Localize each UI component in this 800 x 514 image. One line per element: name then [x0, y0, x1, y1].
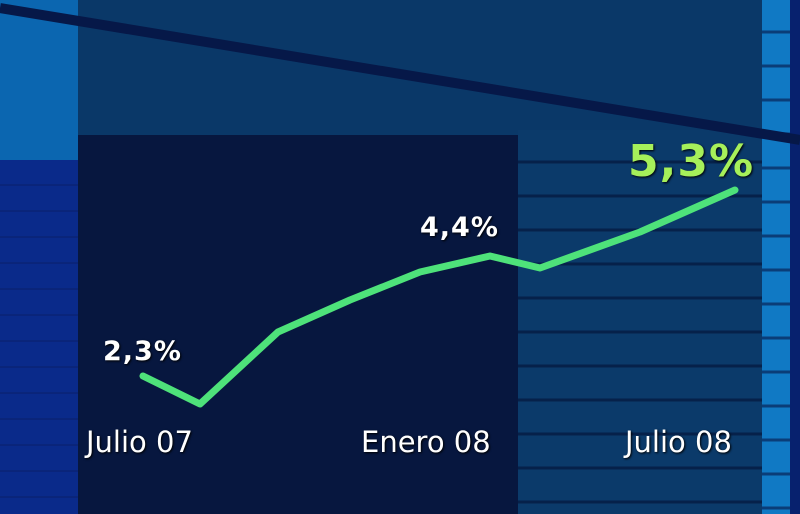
background-strip-right [762, 0, 790, 514]
value-label-mid: 4,4% [420, 212, 499, 243]
background-edge [790, 0, 800, 514]
x-axis-label-mid: Enero 08 [361, 425, 491, 459]
value-label-end-highlight: 5,3% [628, 136, 755, 187]
decorative-diagonal-line [0, 3, 800, 145]
x-axis-label-end: Julio 08 [625, 425, 732, 459]
background-panel-left-light [0, 0, 78, 160]
value-label-start: 2,3% [103, 336, 182, 367]
background-panel-left-dark [0, 160, 78, 514]
x-axis-label-start: Julio 07 [86, 425, 193, 459]
data-line [139, 186, 739, 408]
